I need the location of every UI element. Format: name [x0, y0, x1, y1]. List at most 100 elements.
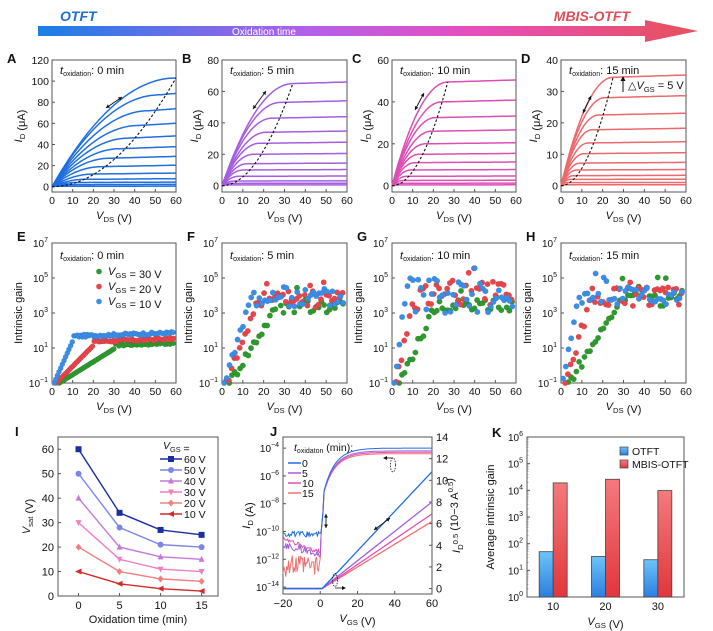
data-point [401, 369, 408, 376]
data-point [288, 294, 295, 301]
output-curve [221, 180, 348, 187]
data-point [627, 279, 634, 286]
legend-marker [167, 511, 174, 517]
data-point [663, 301, 670, 308]
arrow-head [118, 97, 122, 101]
data-point [465, 269, 472, 276]
banner-right-label: MBIS-OTFT [554, 8, 632, 24]
x-tick-label: 20 [351, 598, 363, 610]
data-point [170, 335, 177, 342]
data-point [280, 309, 287, 316]
output-chart-b: 0 10 20 30 40 50 60 0 20 40 60 80 VDS (V) ID (μA) Btox… [182, 51, 353, 225]
data-point [426, 277, 433, 284]
data-point [233, 355, 240, 362]
x-tick-label: 30 [618, 386, 630, 398]
y-tick-label: 100 [31, 76, 49, 88]
data-point [415, 276, 422, 283]
legend-marker [168, 467, 174, 473]
y-axis-label: Intrinsic gain [522, 282, 534, 344]
output-curve [51, 181, 176, 188]
data-point [671, 289, 678, 296]
x-tick-label: 0 [219, 195, 225, 207]
data-point [442, 309, 449, 316]
y-tick-label: 0 [48, 591, 54, 603]
data-point [581, 353, 588, 360]
y-tick-label: 60 [37, 118, 49, 130]
data-point [266, 312, 273, 319]
gain-chart-g: 0 10 20 30 40 50 60 10−1 101 103 105 107 VDS (V) Intr… [353, 229, 522, 416]
data-point [584, 290, 591, 297]
output-curve [391, 179, 516, 187]
panel-label: I [15, 424, 19, 439]
y-tick-label: 10−1 [369, 377, 388, 390]
output-chart-a: 0 10 20 30 40 50 60 0 20 40 60 80 100 120 VDS (V) ID (μ… [7, 51, 182, 225]
data-point [340, 299, 347, 306]
data-point [576, 358, 583, 365]
data-point [89, 343, 96, 350]
output-curve [221, 81, 347, 186]
data-point [396, 341, 403, 348]
data-point [434, 277, 441, 284]
data-point [565, 346, 572, 353]
data-point [399, 314, 406, 321]
data-point [466, 302, 473, 309]
data-point [676, 295, 683, 302]
x-tick-label: 0 [219, 386, 225, 398]
x-tick-label: 0 [49, 195, 55, 207]
y-tick-label: 60 [207, 86, 219, 98]
y-tick-label: 101 [508, 564, 523, 577]
legend-marker [168, 499, 174, 507]
data-point [458, 287, 465, 294]
y-tick-label: 103 [203, 307, 218, 320]
x-tick-label: 20 [87, 195, 99, 207]
data-point [239, 339, 246, 346]
data-point [329, 288, 336, 295]
panel-label: K [492, 425, 502, 440]
legend-label: MBIS-OTFT [632, 459, 689, 471]
transfer-chart: −20 0 20 40 6010−1410−1210−1010−810−610−4024… [241, 424, 465, 628]
data-point [469, 291, 476, 298]
legend-marker [96, 298, 102, 305]
legend-label: OTFT [632, 446, 660, 458]
data-point [500, 281, 507, 288]
data-point [234, 371, 241, 378]
data-point [223, 375, 230, 382]
data-point [471, 265, 478, 272]
data-point [157, 566, 164, 573]
transfer-log-curve [282, 447, 432, 539]
data-point [406, 313, 413, 320]
data-point [621, 300, 628, 307]
y-tick-label: 60 [42, 444, 54, 456]
y-axis-label-right: ID0.5 (10−3 A0.5) [444, 478, 465, 553]
x-axis-label: VDS (V) [436, 210, 472, 225]
banner-center-label: Oxidation time [232, 27, 296, 38]
data-point [253, 302, 260, 309]
data-point [589, 285, 596, 292]
panel-label: C [352, 51, 362, 66]
panel-label: F [187, 229, 195, 244]
gain-bar-chart: 100 101 102 103 104 105 106 10 20 30 VGS (V) Averag… [485, 425, 689, 631]
x-tick-label: 20 [87, 386, 99, 398]
data-point [583, 306, 590, 313]
output-curve [221, 184, 347, 187]
y-tick-label: 100 [508, 591, 523, 604]
data-point [449, 277, 456, 284]
data-point [198, 531, 205, 538]
output-curve [391, 168, 516, 187]
data-point [198, 555, 205, 562]
legend-label: VGS = 20 V [108, 281, 162, 296]
x-tick-label: 60 [426, 598, 438, 610]
data-point [420, 291, 427, 298]
output-curve [391, 141, 516, 186]
output-curve [51, 183, 176, 188]
oxidation-time-annotation: toxidation: 5 min [230, 65, 294, 78]
gain-chart-f: 0 10 20 30 40 50 60 10−1 101 103 105 107 VDS (V) Intr… [183, 229, 353, 416]
data-point [307, 282, 314, 289]
x-tick-label: −20 [274, 598, 293, 610]
legend-swatch [619, 446, 629, 456]
data-point [573, 303, 580, 310]
data-point [439, 292, 446, 299]
up-arrow-head [620, 76, 626, 81]
y-tick-label: 104 [508, 484, 523, 497]
